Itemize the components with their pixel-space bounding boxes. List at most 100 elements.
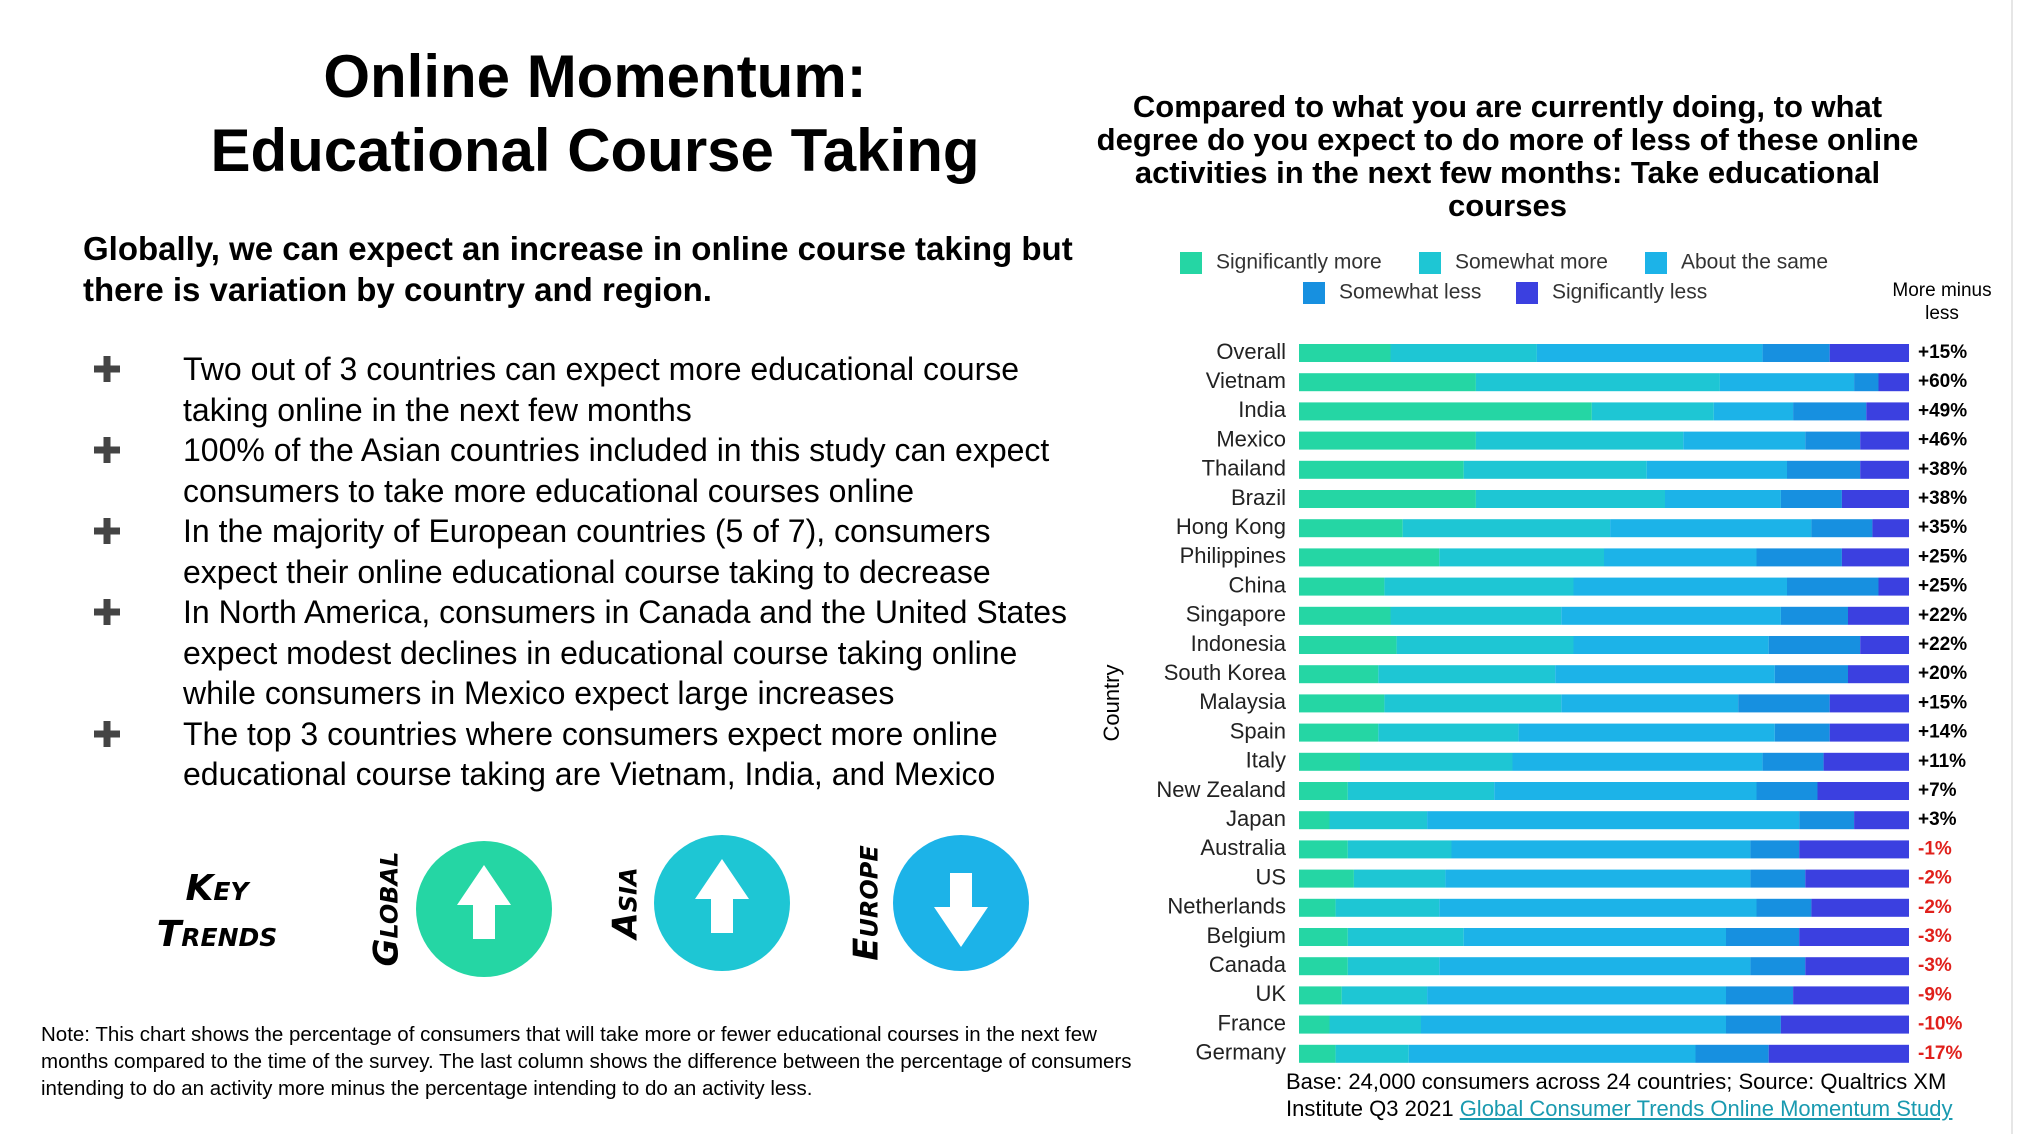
bar-segment	[1756, 898, 1812, 917]
bar-segment	[1299, 752, 1360, 771]
bar-segment	[1738, 694, 1830, 713]
bar-segment	[1299, 490, 1476, 508]
trend-label: Global	[367, 852, 407, 967]
bar-segment	[1713, 402, 1794, 421]
chart-title: Compared to what you are currently doing…	[1096, 89, 1919, 223]
bar-segment	[1573, 636, 1769, 654]
net-label: -10%	[1918, 1014, 1962, 1035]
bullet: In North America, consumers in Canada an…	[183, 594, 1068, 711]
bar-segment	[1439, 898, 1757, 917]
bar-segment	[1299, 548, 1440, 567]
bar-segment	[1756, 782, 1818, 800]
bar-segment	[1299, 694, 1385, 713]
title-line: Educational Course Taking	[210, 117, 980, 184]
category-label: France	[1218, 1010, 1286, 1035]
trend-label: Asia	[606, 867, 646, 941]
bar-segment	[1347, 957, 1440, 976]
source-link[interactable]: Global Consumer Trends Online Momentum S…	[1459, 1096, 1953, 1121]
trend-arrow	[695, 859, 749, 933]
net-label: -2%	[1918, 868, 1952, 889]
category-label: Malaysia	[1199, 689, 1287, 714]
bar-segment	[1860, 460, 1909, 479]
bar-segment	[1299, 782, 1348, 800]
bar-segment	[1299, 519, 1403, 538]
bar-segment	[1817, 782, 1909, 800]
net-label: +60%	[1918, 371, 1967, 392]
bar-segment	[1347, 928, 1464, 946]
bar-segment	[1780, 606, 1848, 625]
bar-segment	[1463, 928, 1726, 946]
bar-segment	[1408, 1044, 1696, 1063]
note: Note: This chart shows the percentage of…	[41, 1023, 1132, 1100]
legend-label: Significantly less	[1552, 281, 1707, 304]
bar-segment	[1396, 636, 1574, 654]
bar-segment	[1860, 636, 1909, 654]
bar-segment	[1805, 957, 1909, 976]
bar-segment	[1866, 402, 1909, 421]
bar-segment	[1829, 344, 1909, 362]
bar-segment	[1561, 694, 1739, 713]
bar-segment	[1726, 986, 1794, 1005]
bar-segment	[1347, 782, 1495, 800]
bar-segment	[1299, 1044, 1336, 1063]
bar-segment	[1665, 490, 1781, 508]
net-label: -3%	[1918, 955, 1952, 976]
bar-segment	[1299, 869, 1354, 888]
category-label: Canada	[1209, 952, 1287, 977]
bar-segment	[1841, 490, 1909, 508]
legend-label: Somewhat more	[1455, 251, 1608, 274]
bar-segment	[1683, 431, 1806, 450]
net-label: +25%	[1918, 576, 1967, 597]
net-label: -2%	[1918, 897, 1952, 918]
net-label: -17%	[1918, 1043, 1962, 1064]
trend-arrow	[457, 865, 511, 939]
trend-arrow	[934, 873, 988, 947]
legend-swatch	[1180, 252, 1202, 274]
bar-segment	[1799, 811, 1855, 830]
bar-segment	[1421, 1015, 1726, 1034]
bar-segment	[1335, 898, 1440, 917]
bar-segment	[1335, 1044, 1409, 1063]
page-title: Online Momentum: Educational Course Taki…	[90, 40, 1100, 188]
bar-segment	[1341, 986, 1428, 1005]
bar-segment	[1823, 752, 1909, 771]
bar-segment	[1427, 811, 1800, 830]
bar-segment	[1799, 840, 1909, 859]
bar-segment	[1390, 344, 1537, 362]
bar-segment	[1726, 1015, 1781, 1034]
bar-segment	[1780, 490, 1842, 508]
bar-segment	[1878, 373, 1909, 392]
y-axis-label: Country	[1099, 664, 1124, 741]
key-trends-title: Key Trends	[156, 868, 278, 955]
category-label: Belgium	[1207, 923, 1286, 948]
category-label: Netherlands	[1167, 894, 1286, 919]
net-label: +3%	[1918, 809, 1957, 830]
plus-v	[103, 518, 111, 544]
bar-segment	[1353, 869, 1446, 888]
category-label: Overall	[1216, 339, 1286, 364]
bar-segment	[1591, 402, 1714, 421]
bar-segment	[1299, 431, 1476, 450]
net-label: +25%	[1918, 546, 1967, 567]
bar-segment	[1475, 373, 1720, 392]
bar-segment	[1347, 840, 1452, 859]
bar-segment	[1750, 957, 1806, 976]
bar-segment	[1439, 957, 1751, 976]
category-label: Singapore	[1186, 602, 1286, 627]
category-label: Philippines	[1180, 543, 1286, 568]
bar-segment	[1805, 869, 1909, 888]
bar-segment	[1878, 577, 1909, 596]
bar-segment	[1829, 694, 1909, 713]
bar-segment	[1299, 344, 1391, 362]
trend-label: Europe	[847, 845, 887, 961]
source: Base: 24,000 consumers across 24 countri…	[1286, 1068, 1986, 1122]
legend-swatch	[1303, 282, 1325, 304]
bar-segment	[1451, 840, 1751, 859]
bar-segment	[1299, 402, 1592, 421]
bar-segment	[1768, 1044, 1909, 1063]
bar-segment	[1439, 548, 1604, 567]
bar-segment	[1719, 373, 1855, 392]
bar-segment	[1805, 431, 1861, 450]
bar-segment	[1811, 519, 1873, 538]
